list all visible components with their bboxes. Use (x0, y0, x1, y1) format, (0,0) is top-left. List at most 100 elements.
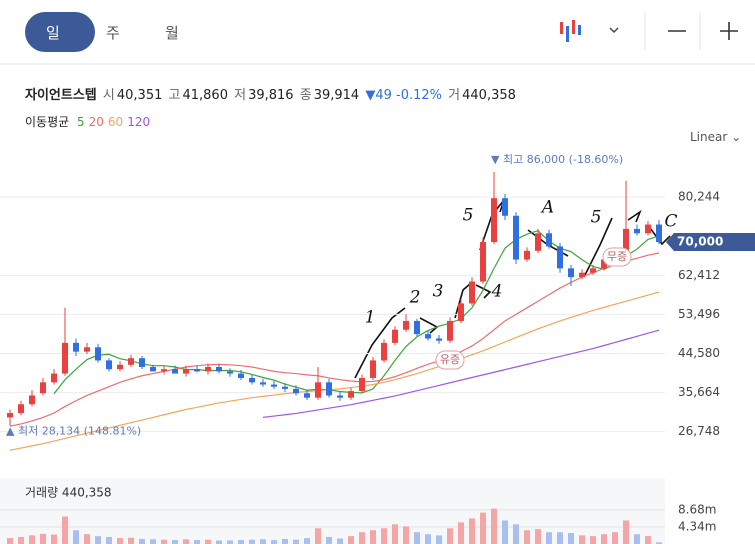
legend-entry: 60 (107, 115, 124, 129)
value: 39,816 (248, 88, 294, 103)
y-tick-label: 80,244 (678, 190, 720, 204)
candle-body (227, 371, 233, 374)
label: 종 (299, 88, 312, 103)
volume-bar (139, 538, 145, 544)
handwriting: 2 (409, 288, 421, 308)
handwriting: 5 (591, 208, 602, 228)
candle-body (447, 320, 453, 341)
volume-bar (546, 532, 552, 544)
stroke (475, 284, 492, 299)
candle-body (326, 382, 332, 396)
volume-bar (590, 536, 596, 544)
volume-panel (0, 478, 665, 544)
volume-bar (51, 534, 57, 544)
volume-bar (293, 539, 299, 544)
candle-body (62, 342, 68, 374)
volume-bar (183, 539, 189, 544)
volume-bar (18, 536, 24, 544)
candle-body (194, 369, 200, 372)
handwriting: 1 (365, 308, 376, 328)
candle-body (414, 320, 420, 335)
candle-body (84, 347, 90, 352)
candle-body (480, 242, 486, 282)
volume-bar (84, 534, 90, 544)
volume-bar (535, 529, 541, 544)
volume-bar (62, 516, 68, 544)
y-tick-label: 62,412 (678, 268, 720, 282)
volume-bar (359, 532, 365, 544)
tab[interactable]: 월 (165, 24, 179, 42)
volume-bar (172, 540, 178, 544)
handwriting: C (664, 212, 677, 232)
candle-body (568, 268, 574, 278)
candle-body (502, 198, 508, 216)
y-tick-label: 35,664 (678, 385, 720, 399)
candle-body (425, 334, 431, 339)
label: 거 (448, 88, 461, 103)
scale-toggle[interactable]: Linear ⌄ (690, 130, 742, 144)
y-tick-label: 44,580 (678, 346, 720, 360)
legend-entry: 5 (77, 115, 85, 129)
value: 40,351 (116, 88, 163, 103)
stroke (649, 227, 671, 246)
volume-bar (436, 535, 442, 544)
volume-bar (238, 540, 244, 544)
candle-body (524, 250, 530, 260)
event-label: 유증 (440, 353, 460, 366)
tab[interactable]: 주 (106, 24, 120, 42)
candle-body (623, 228, 629, 251)
candle-body (348, 391, 354, 398)
volume-bar (95, 536, 101, 544)
candle-body (535, 233, 541, 251)
price-tag-label: 70,000 (677, 235, 723, 249)
y-tick-label: 53,496 (678, 307, 720, 321)
volume-bar (271, 540, 277, 544)
candle-body (315, 382, 321, 398)
tab[interactable]: 일 (46, 24, 60, 42)
candle-body (128, 358, 134, 365)
candle-body (238, 373, 244, 378)
volume-bar (414, 532, 420, 544)
ma-line (9, 291, 660, 451)
volume-bar (491, 508, 497, 544)
candle-body (29, 395, 35, 405)
candle-body (381, 342, 387, 361)
stock-info: 자이언트스텝 시 40,351 고 41,860 저 39,816 종 39,914 ▼… (25, 84, 518, 103)
y-tick-label: 4.34m (678, 519, 716, 533)
stock-name: 자이언트스텝 (25, 88, 97, 103)
y-tick-label: 8.68m (678, 502, 716, 516)
volume-bar (7, 538, 13, 544)
candle-body (337, 395, 343, 398)
ma-legend: 이동평균 5 20 60 120 (25, 113, 154, 130)
volume-bar (557, 532, 563, 544)
candle-body (172, 369, 178, 374)
stroke (627, 209, 642, 223)
event-badge (435, 350, 465, 370)
volume-bar (117, 538, 123, 544)
candle-body (601, 259, 607, 269)
volume-bar (40, 533, 46, 544)
candle-body (458, 303, 464, 321)
handwriting: 5 (463, 206, 474, 226)
volume-bar (458, 522, 464, 544)
volume-bar (513, 524, 519, 544)
volume-bar (502, 520, 508, 544)
volume-bar (315, 528, 321, 544)
candle-body (579, 272, 585, 278)
volume-bar (326, 536, 332, 544)
handwriting: A (540, 198, 554, 218)
volume-bar (106, 536, 112, 544)
candle-body (370, 360, 376, 378)
volume-bar (29, 535, 35, 544)
legend-entry: 20 (88, 115, 104, 129)
candle-body (359, 377, 365, 392)
candle-body (392, 329, 398, 343)
label: 고 (168, 88, 181, 103)
handwriting: 3 (433, 282, 444, 302)
volume-bar (623, 520, 629, 544)
volume-title: 거래량 440,358 (25, 486, 112, 500)
volume-bar (227, 540, 233, 544)
candle-body (18, 404, 24, 414)
candle-body (513, 215, 519, 260)
